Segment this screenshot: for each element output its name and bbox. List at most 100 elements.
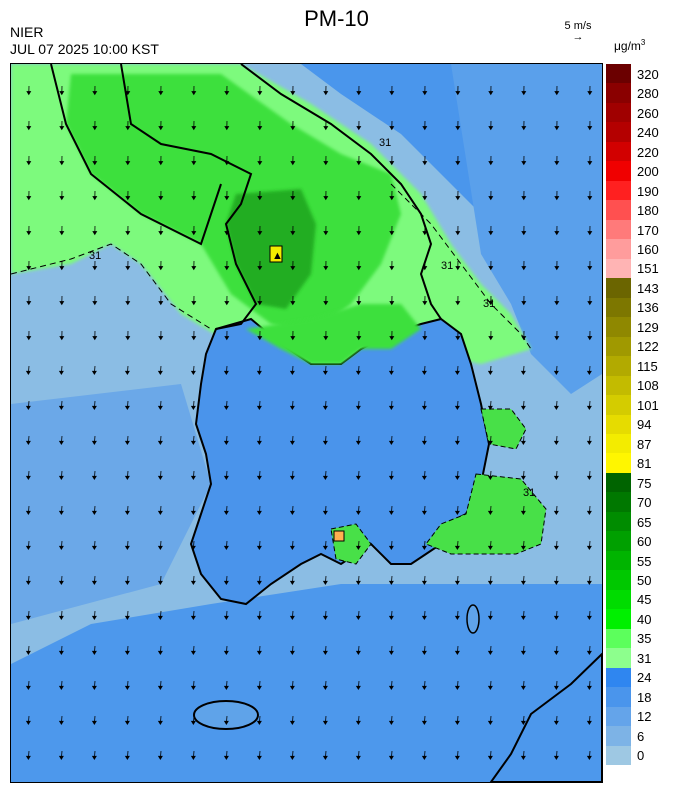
legend-swatch — [606, 239, 631, 260]
wind-vector-head — [356, 266, 362, 271]
wind-vector-head — [124, 720, 130, 726]
wind-vector-head — [59, 161, 65, 166]
wind-vector-head — [190, 405, 196, 411]
wind-vector-head — [124, 650, 130, 656]
wind-vector-head — [58, 405, 64, 411]
wind-vector-head — [356, 336, 362, 341]
wind-vector-head — [26, 336, 32, 341]
legend-swatch — [606, 161, 631, 182]
wind-vector-head — [257, 126, 263, 131]
max-marker-south — [333, 530, 345, 542]
wind-vector-head — [59, 126, 65, 131]
wind-vector-head — [223, 720, 229, 726]
wind-vector-head — [26, 91, 32, 96]
pm10-map: 31 31 31 31 31 ▲ — [10, 63, 603, 783]
wind-vector-head — [421, 580, 427, 586]
legend-swatch — [606, 531, 631, 552]
wind-vector-head — [158, 161, 164, 166]
wind-vector-head — [323, 301, 329, 306]
wind-vector-head — [191, 91, 197, 96]
wind-vector-head — [587, 301, 593, 306]
contour-label: 31 — [89, 250, 101, 262]
wind-vector-head — [191, 126, 197, 131]
wind-vector-head — [587, 126, 593, 131]
wind-vector-head — [257, 231, 263, 236]
wind-vector-head — [554, 266, 560, 271]
wind-vector-head — [125, 231, 131, 236]
legend-swatch — [606, 375, 631, 396]
wind-vector-head — [157, 475, 163, 481]
wind-vector-head — [488, 336, 494, 341]
wind-vector-head — [455, 301, 461, 306]
wind-vector-head — [58, 510, 64, 516]
legend-swatch — [606, 336, 631, 357]
wind-vector-head — [455, 266, 461, 271]
wind-vector-head — [256, 545, 262, 551]
wind-vector-head — [58, 580, 64, 586]
wind-vector-head — [190, 370, 196, 376]
wind-vector-head — [91, 370, 97, 376]
wind-vector-head — [158, 336, 164, 341]
wind-vector-head — [322, 685, 328, 691]
wind-vector-head — [520, 440, 526, 446]
legend-label: 101 — [637, 397, 659, 413]
wind-vector-head — [553, 615, 559, 621]
wind-vector-head — [389, 91, 395, 96]
timestamp: JUL 07 2025 10:00 KST — [10, 41, 159, 57]
wind-scale-reference: 5 m/s → — [560, 20, 596, 43]
wind-vector-head — [289, 580, 295, 586]
wind-vector-head — [388, 370, 394, 376]
wind-vector-head — [290, 126, 296, 131]
wind-vector-head — [224, 231, 230, 236]
wind-vector-head — [554, 161, 560, 166]
wind-vector-head — [125, 336, 131, 341]
contour-label: 31 — [379, 137, 391, 149]
legend-label: 160 — [637, 241, 659, 257]
wind-vector-head — [389, 266, 395, 271]
wind-vector-head — [454, 615, 460, 621]
wind-vector-head — [257, 196, 263, 201]
wind-vector-head — [125, 301, 131, 306]
wind-vector-head — [554, 231, 560, 236]
wind-vector-head — [488, 196, 494, 201]
north-korea-border — [120, 64, 258, 330]
wind-vector-head — [124, 405, 130, 411]
wind-vector-head — [158, 301, 164, 306]
wind-vector-head — [289, 720, 295, 726]
wind-vector-head — [190, 580, 196, 586]
wind-vector-head — [454, 720, 460, 726]
legend-swatch — [606, 317, 631, 338]
wind-vector-head — [586, 755, 592, 761]
legend-swatch — [606, 102, 631, 123]
legend-label: 55 — [637, 553, 652, 569]
unit-text: μg/m — [614, 39, 641, 53]
wind-vector-head — [455, 91, 461, 96]
wind-vector-head — [91, 650, 97, 656]
wind-vector-head — [586, 510, 592, 516]
wind-vector-head — [58, 370, 64, 376]
legend-label: 170 — [637, 222, 659, 238]
legend-swatch — [606, 200, 631, 221]
wind-vector-head — [521, 196, 527, 201]
wind-vector-head — [488, 91, 494, 96]
wind-vector-head — [157, 685, 163, 691]
wind-vector-head — [422, 266, 428, 271]
wind-vector-head — [92, 231, 98, 236]
wind-vector-head — [487, 580, 493, 586]
wind-vector-head — [223, 545, 229, 551]
wind-vector-head — [125, 161, 131, 166]
wind-vector-head — [256, 685, 262, 691]
wind-vector-head — [256, 580, 262, 586]
wind-vector-head — [289, 685, 295, 691]
wind-vector-head — [421, 650, 427, 656]
wind-vector-head — [586, 685, 592, 691]
wind-vector-head — [157, 440, 163, 446]
wind-vector-head — [521, 231, 527, 236]
sea-deep-east — [451, 64, 602, 394]
wind-vector-head — [487, 615, 493, 621]
wind-vector-head — [224, 266, 230, 271]
legend-swatch — [606, 395, 631, 415]
wind-vector-head — [388, 440, 394, 446]
wind-vector-head — [487, 720, 493, 726]
wind-vector-head — [454, 440, 460, 446]
